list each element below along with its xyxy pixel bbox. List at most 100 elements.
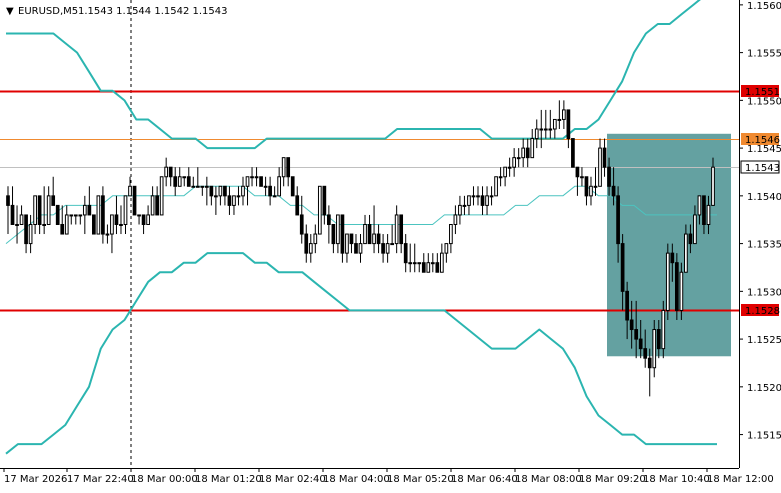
candle[interactable]: [55, 204, 60, 225]
candle[interactable]: [580, 167, 584, 187]
candle[interactable]: [304, 224, 309, 263]
candle[interactable]: [679, 262, 684, 320]
candle[interactable]: [589, 176, 593, 206]
price-label-current[interactable]: 1.1543: [740, 160, 780, 174]
candle[interactable]: [327, 205, 331, 244]
candle[interactable]: [295, 186, 300, 216]
candle[interactable]: [462, 195, 467, 215]
candle[interactable]: [209, 185, 214, 206]
candle[interactable]: [24, 214, 28, 254]
candle[interactable]: [73, 214, 78, 225]
candle[interactable]: [110, 214, 114, 254]
candle[interactable]: [308, 234, 313, 263]
candle[interactable]: [277, 167, 282, 197]
candle[interactable]: [137, 214, 141, 225]
candle[interactable]: [119, 205, 123, 235]
candle[interactable]: [625, 281, 629, 340]
candle[interactable]: [467, 195, 471, 215]
candle[interactable]: [313, 224, 318, 254]
candle[interactable]: [647, 348, 652, 397]
candle[interactable]: [96, 195, 101, 235]
candle[interactable]: [186, 167, 191, 187]
candle[interactable]: [6, 186, 10, 235]
candle[interactable]: [571, 138, 575, 168]
candle[interactable]: [60, 205, 65, 235]
candle[interactable]: [87, 186, 92, 216]
candle[interactable]: [28, 214, 33, 254]
candle[interactable]: [534, 119, 539, 149]
candle[interactable]: [272, 186, 277, 198]
candle[interactable]: [92, 214, 96, 235]
candle[interactable]: [286, 157, 291, 187]
candle[interactable]: [191, 176, 196, 188]
candle[interactable]: [485, 186, 489, 215]
candle[interactable]: [105, 224, 110, 244]
candle[interactable]: [543, 109, 548, 139]
candle[interactable]: [10, 186, 15, 225]
candle[interactable]: [331, 223, 336, 254]
candle[interactable]: [268, 176, 272, 206]
candle[interactable]: [661, 300, 666, 359]
candle[interactable]: [412, 243, 417, 273]
candle[interactable]: [37, 195, 42, 235]
candle[interactable]: [123, 195, 128, 235]
candle[interactable]: [593, 167, 598, 196]
candle[interactable]: [322, 185, 327, 225]
candle[interactable]: [399, 214, 404, 254]
candle[interactable]: [458, 195, 462, 225]
candle[interactable]: [674, 253, 679, 320]
candle[interactable]: [494, 176, 498, 197]
candle[interactable]: [101, 186, 105, 244]
candle[interactable]: [656, 319, 661, 359]
candle[interactable]: [173, 167, 178, 196]
candle[interactable]: [643, 329, 648, 368]
candle[interactable]: [51, 176, 56, 206]
candle[interactable]: [394, 205, 399, 254]
candle[interactable]: [616, 186, 620, 263]
candle[interactable]: [421, 253, 426, 273]
candle[interactable]: [141, 214, 146, 235]
candle[interactable]: [629, 300, 634, 349]
candle[interactable]: [471, 186, 476, 206]
price-label-orange[interactable]: 1.1546: [741, 133, 780, 146]
price-label-red[interactable]: 1.1551: [741, 85, 780, 98]
collapse-triangle-icon[interactable]: ▼: [6, 6, 14, 17]
candle[interactable]: [706, 195, 711, 235]
candle[interactable]: [200, 185, 205, 196]
candle[interactable]: [476, 186, 480, 206]
candle[interactable]: [259, 176, 263, 187]
candle[interactable]: [634, 300, 639, 359]
candle[interactable]: [254, 167, 259, 187]
candle[interactable]: [688, 224, 693, 254]
candle[interactable]: [670, 243, 675, 282]
candle[interactable]: [449, 223, 453, 254]
candle[interactable]: [566, 109, 571, 149]
candle[interactable]: [177, 167, 182, 187]
candle[interactable]: [539, 109, 544, 149]
candle[interactable]: [444, 243, 449, 263]
candle[interactable]: [684, 224, 688, 273]
candle[interactable]: [128, 176, 132, 197]
candle[interactable]: [480, 186, 485, 215]
candle[interactable]: [363, 214, 367, 245]
candle[interactable]: [711, 157, 715, 206]
candle[interactable]: [78, 214, 83, 225]
candle[interactable]: [232, 195, 236, 215]
candle[interactable]: [245, 176, 250, 206]
candle[interactable]: [584, 176, 589, 206]
candle[interactable]: [439, 243, 444, 273]
candle[interactable]: [69, 214, 74, 225]
candle[interactable]: [345, 233, 349, 263]
candle[interactable]: [317, 185, 322, 235]
candle[interactable]: [498, 167, 503, 187]
candle[interactable]: [227, 186, 232, 215]
candle[interactable]: [435, 253, 440, 273]
candle[interactable]: [521, 138, 526, 168]
candle[interactable]: [417, 262, 422, 273]
candle[interactable]: [611, 167, 616, 206]
candle[interactable]: [223, 185, 227, 206]
candle[interactable]: [602, 138, 607, 177]
candle[interactable]: [46, 186, 51, 225]
